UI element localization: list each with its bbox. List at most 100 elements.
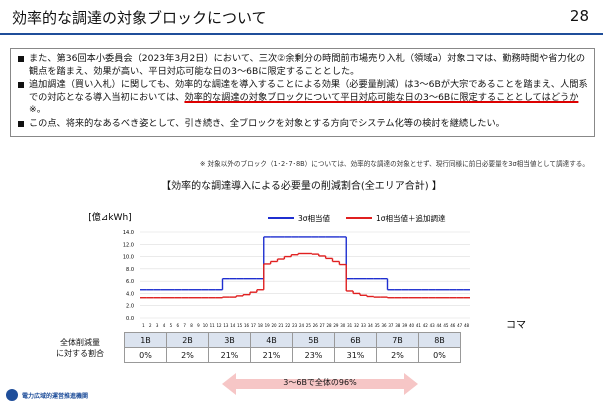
x-tick-label: 32: [354, 323, 360, 328]
legend-label: 1σ相当値＋追加調達: [376, 213, 446, 223]
x-tick-label: 37: [388, 323, 394, 328]
legend-label: 3σ相当値: [298, 213, 331, 223]
bullet: この点、将来的なあるべき姿として、引き続き、全ブロックを対象とする方向でシステム…: [17, 118, 588, 131]
table-row: 全体削減量 に対する割合 1B 2B 3B 4B 5B 6B 7B 8B: [36, 332, 461, 358]
bullet-text: 追加調達（買い入札）に関しても、効率的な調達を導入することによる効果（必要量削減…: [29, 79, 588, 103]
y-tick-label: 8.0: [126, 267, 134, 273]
x-tick-label: 24: [299, 323, 305, 328]
header-cell: 8B: [418, 332, 461, 348]
arrow-label: 3～6Bで全体の96%: [283, 378, 357, 387]
x-tick-label: 30: [340, 323, 346, 328]
x-tick-label: 17: [251, 323, 257, 328]
row-label-line: に対する割合: [56, 348, 104, 358]
row-label: 全体削減量 に対する割合: [36, 333, 125, 363]
y-tick-label: 4.0: [126, 291, 134, 297]
x-tick-label: 25: [306, 323, 312, 328]
bullet: 追加調達（買い入札）に関しても、効率的な調達を導入することによる効果（必要量削減…: [17, 79, 588, 117]
y-tick-label: 12.0: [123, 242, 134, 248]
logo-text: 電力広域的運営推進機関: [22, 393, 89, 400]
page-number: 28: [569, 7, 589, 25]
x-tick-label: 43: [430, 323, 436, 328]
y-tick-label: 0.0: [126, 316, 134, 322]
x-tick-label: 8: [190, 323, 193, 328]
chart-title: 【効率的な調達導入による必要量の削減割合(全エリア合計) 】: [161, 181, 442, 192]
logo-icon: [6, 389, 18, 401]
x-tick-label: 13: [223, 323, 229, 328]
x-tick-label: 22: [285, 323, 291, 328]
x-tick-label: 9: [197, 323, 200, 328]
reduction-table: 全体削減量 に対する割合 1B 2B 3B 4B 5B 6B 7B 8B 0% 2% 21% 21% 23%…: [36, 332, 461, 363]
header-cell: 5B: [292, 332, 335, 348]
y-tick-label: 10.0: [123, 255, 134, 261]
x-tick-label: 45: [443, 323, 449, 328]
x-tick-label: 39: [402, 323, 408, 328]
x-tick-label: 26: [313, 323, 319, 328]
x-tick-label: 38: [395, 323, 401, 328]
x-tick-label: 19: [265, 323, 271, 328]
x-tick-label: 20: [272, 323, 278, 328]
x-tick-label: 12: [217, 323, 223, 328]
title-rule: [0, 33, 603, 35]
table-row: 0% 2% 21% 21% 23% 31% 2% 0%: [36, 347, 461, 363]
bullet-box: また、第36回本小委員会（2023年3月2日）において、三次②余剰分の時間前市場…: [10, 48, 595, 137]
slide-title: 効率的な調達の対象ブロックについて: [12, 9, 267, 27]
x-tick-label: 16: [244, 323, 250, 328]
range-arrow: [222, 373, 418, 395]
value-cell: 0%: [418, 347, 461, 363]
x-tick-label: 6: [177, 323, 180, 328]
x-tick-label: 36: [382, 323, 388, 328]
arrow-shape: [222, 373, 418, 395]
x-tick-label: 46: [450, 323, 456, 328]
x-tick-label: 29: [333, 323, 339, 328]
bullet-text: この点、将来的なあるべき姿として、引き続き、全ブロックを対象とする方向でシステム…: [29, 117, 505, 129]
underlined-text: 効率的な調達の対象ブロックについて平日対応可能な日の3～6Bに限定することとして…: [184, 91, 579, 103]
x-tick-label: 23: [292, 323, 298, 328]
x-tick-label: 3: [156, 323, 159, 328]
x-tick-label: 4: [163, 323, 166, 328]
x-tick-label: 47: [457, 323, 463, 328]
value-cell: 23%: [292, 347, 335, 363]
header-cell: 2B: [166, 332, 209, 348]
value-cell: 21%: [208, 347, 251, 363]
x-tick-label: 7: [183, 323, 186, 328]
x-tick-label: 10: [203, 323, 209, 328]
bullet-text: また、第36回本小委員会（2023年3月2日）において、三次②余剰分の時間前市場…: [29, 53, 586, 77]
value-cell: 21%: [250, 347, 293, 363]
bullet: また、第36回本小委員会（2023年3月2日）において、三次②余剰分の時間前市場…: [17, 53, 588, 78]
bullet-text: ※。: [29, 104, 46, 116]
y-axis-label: [億⊿kWh]: [88, 211, 131, 223]
x-tick-label: 35: [375, 323, 381, 328]
x-tick-label: 15: [237, 323, 243, 328]
x-tick-label: 48: [464, 323, 470, 328]
y-tick-label: 6.0: [126, 279, 134, 285]
x-tick-label: 21: [278, 323, 284, 328]
header-cell: 1B: [124, 332, 167, 348]
header-cell: 6B: [334, 332, 377, 348]
x-tick-label: 14: [230, 323, 236, 328]
value-cell: 2%: [376, 347, 419, 363]
header-cell: 7B: [376, 332, 419, 348]
x-tick-label: 2: [149, 323, 152, 328]
value-cell: 0%: [124, 347, 167, 363]
header-cell: 3B: [208, 332, 251, 348]
x-tick-label: 28: [327, 323, 333, 328]
x-tick-label: 40: [409, 323, 415, 328]
note: ※ 対象以外のブロック（1･2･7･8B）については、効率的な調達の対象とせず、…: [199, 160, 589, 168]
x-axis-label: コマ: [506, 320, 526, 331]
x-tick-label: 34: [368, 323, 374, 328]
x-tick-label: 11: [210, 323, 216, 328]
x-tick-label: 44: [437, 323, 443, 328]
y-tick-label: 14.0: [123, 230, 134, 236]
value-cell: 31%: [334, 347, 377, 363]
x-tick-label: 27: [320, 323, 326, 328]
x-tick-label: 33: [361, 323, 367, 328]
row-label-line: 全体削減量: [60, 337, 100, 347]
value-cell: 2%: [166, 347, 209, 363]
x-tick-label: 1: [142, 323, 145, 328]
y-tick-label: 2.0: [126, 304, 134, 310]
x-tick-label: 31: [347, 323, 353, 328]
x-tick-label: 5: [170, 323, 173, 328]
x-tick-label: 42: [423, 323, 429, 328]
